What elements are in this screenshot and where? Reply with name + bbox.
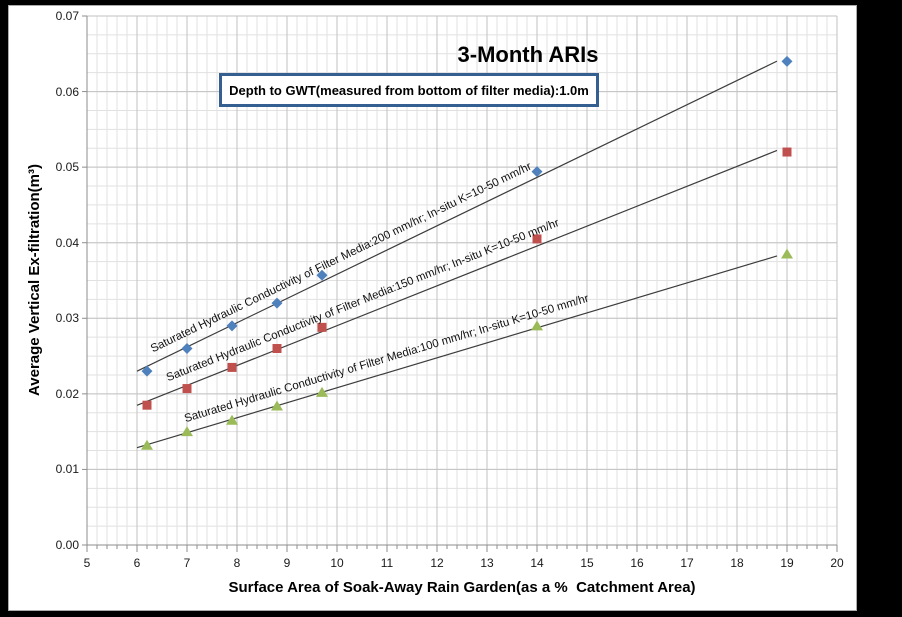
x-tick-label: 7	[183, 556, 191, 570]
y-tick-label: 0.07	[55, 9, 79, 23]
diamond-marker	[226, 320, 238, 332]
y-tick-label: 0.06	[55, 84, 79, 99]
square-marker	[272, 344, 282, 354]
diamond-marker	[141, 365, 153, 377]
triangle-marker	[181, 426, 193, 437]
x-tick-label: 13	[480, 556, 494, 570]
x-tick-label: 9	[283, 556, 291, 570]
triangle-marker	[271, 400, 283, 411]
x-tick-label: 14	[530, 556, 544, 570]
diamond-marker	[271, 297, 283, 309]
x-tick-label: 19	[780, 556, 794, 570]
x-axis-title: Surface Area of Soak-Away Rain Garden(as…	[228, 579, 696, 596]
plot-svg	[82, 15, 838, 552]
trendline-series-3	[136, 255, 778, 449]
triangle-marker	[226, 414, 238, 425]
x-tick-label: 5	[83, 556, 91, 570]
triangle-marker	[141, 439, 153, 450]
x-tick-label: 18	[730, 556, 744, 570]
x-tick-label: 17	[680, 556, 694, 570]
trendline-series-2	[136, 149, 778, 406]
square-marker	[532, 234, 542, 244]
square-marker	[142, 400, 152, 410]
chart-area: 3-Month ARIs Depth to GWT(measured from …	[8, 5, 857, 611]
annotation-text: Depth to GWT(measured from bottom of fil…	[229, 82, 589, 98]
x-tick-label: 10	[330, 556, 344, 570]
y-tick-label: 0.02	[55, 386, 79, 401]
square-marker	[182, 384, 192, 394]
triangle-marker	[531, 320, 543, 331]
x-tick-label: 8	[233, 556, 241, 570]
triangle-marker	[781, 248, 793, 259]
trendline-series-1	[136, 60, 778, 372]
diamond-marker	[781, 55, 793, 67]
x-tick-label: 16	[630, 556, 644, 570]
y-tick-label: 0.05	[55, 160, 79, 175]
square-marker	[782, 147, 792, 157]
diamond-marker	[531, 166, 543, 178]
x-tick-label: 6	[133, 556, 141, 570]
x-tick-label: 15	[580, 556, 594, 570]
y-tick-label: 0.04	[55, 235, 79, 250]
diamond-marker	[181, 343, 193, 355]
diamond-marker	[316, 269, 328, 281]
y-tick-label: 0.00	[55, 538, 79, 552]
triangle-marker	[316, 386, 328, 397]
y-tick-label: 0.01	[55, 462, 79, 477]
x-tick-label: 12	[430, 556, 444, 570]
chart-title: 3-Month ARIs	[457, 42, 599, 67]
square-marker	[227, 362, 237, 372]
y-tick-label: 0.03	[55, 311, 79, 326]
square-marker	[317, 322, 327, 332]
annotation-box: Depth to GWT(measured from bottom of fil…	[219, 73, 599, 107]
x-tick-label: 20	[830, 556, 844, 570]
x-tick-label: 11	[380, 556, 394, 570]
